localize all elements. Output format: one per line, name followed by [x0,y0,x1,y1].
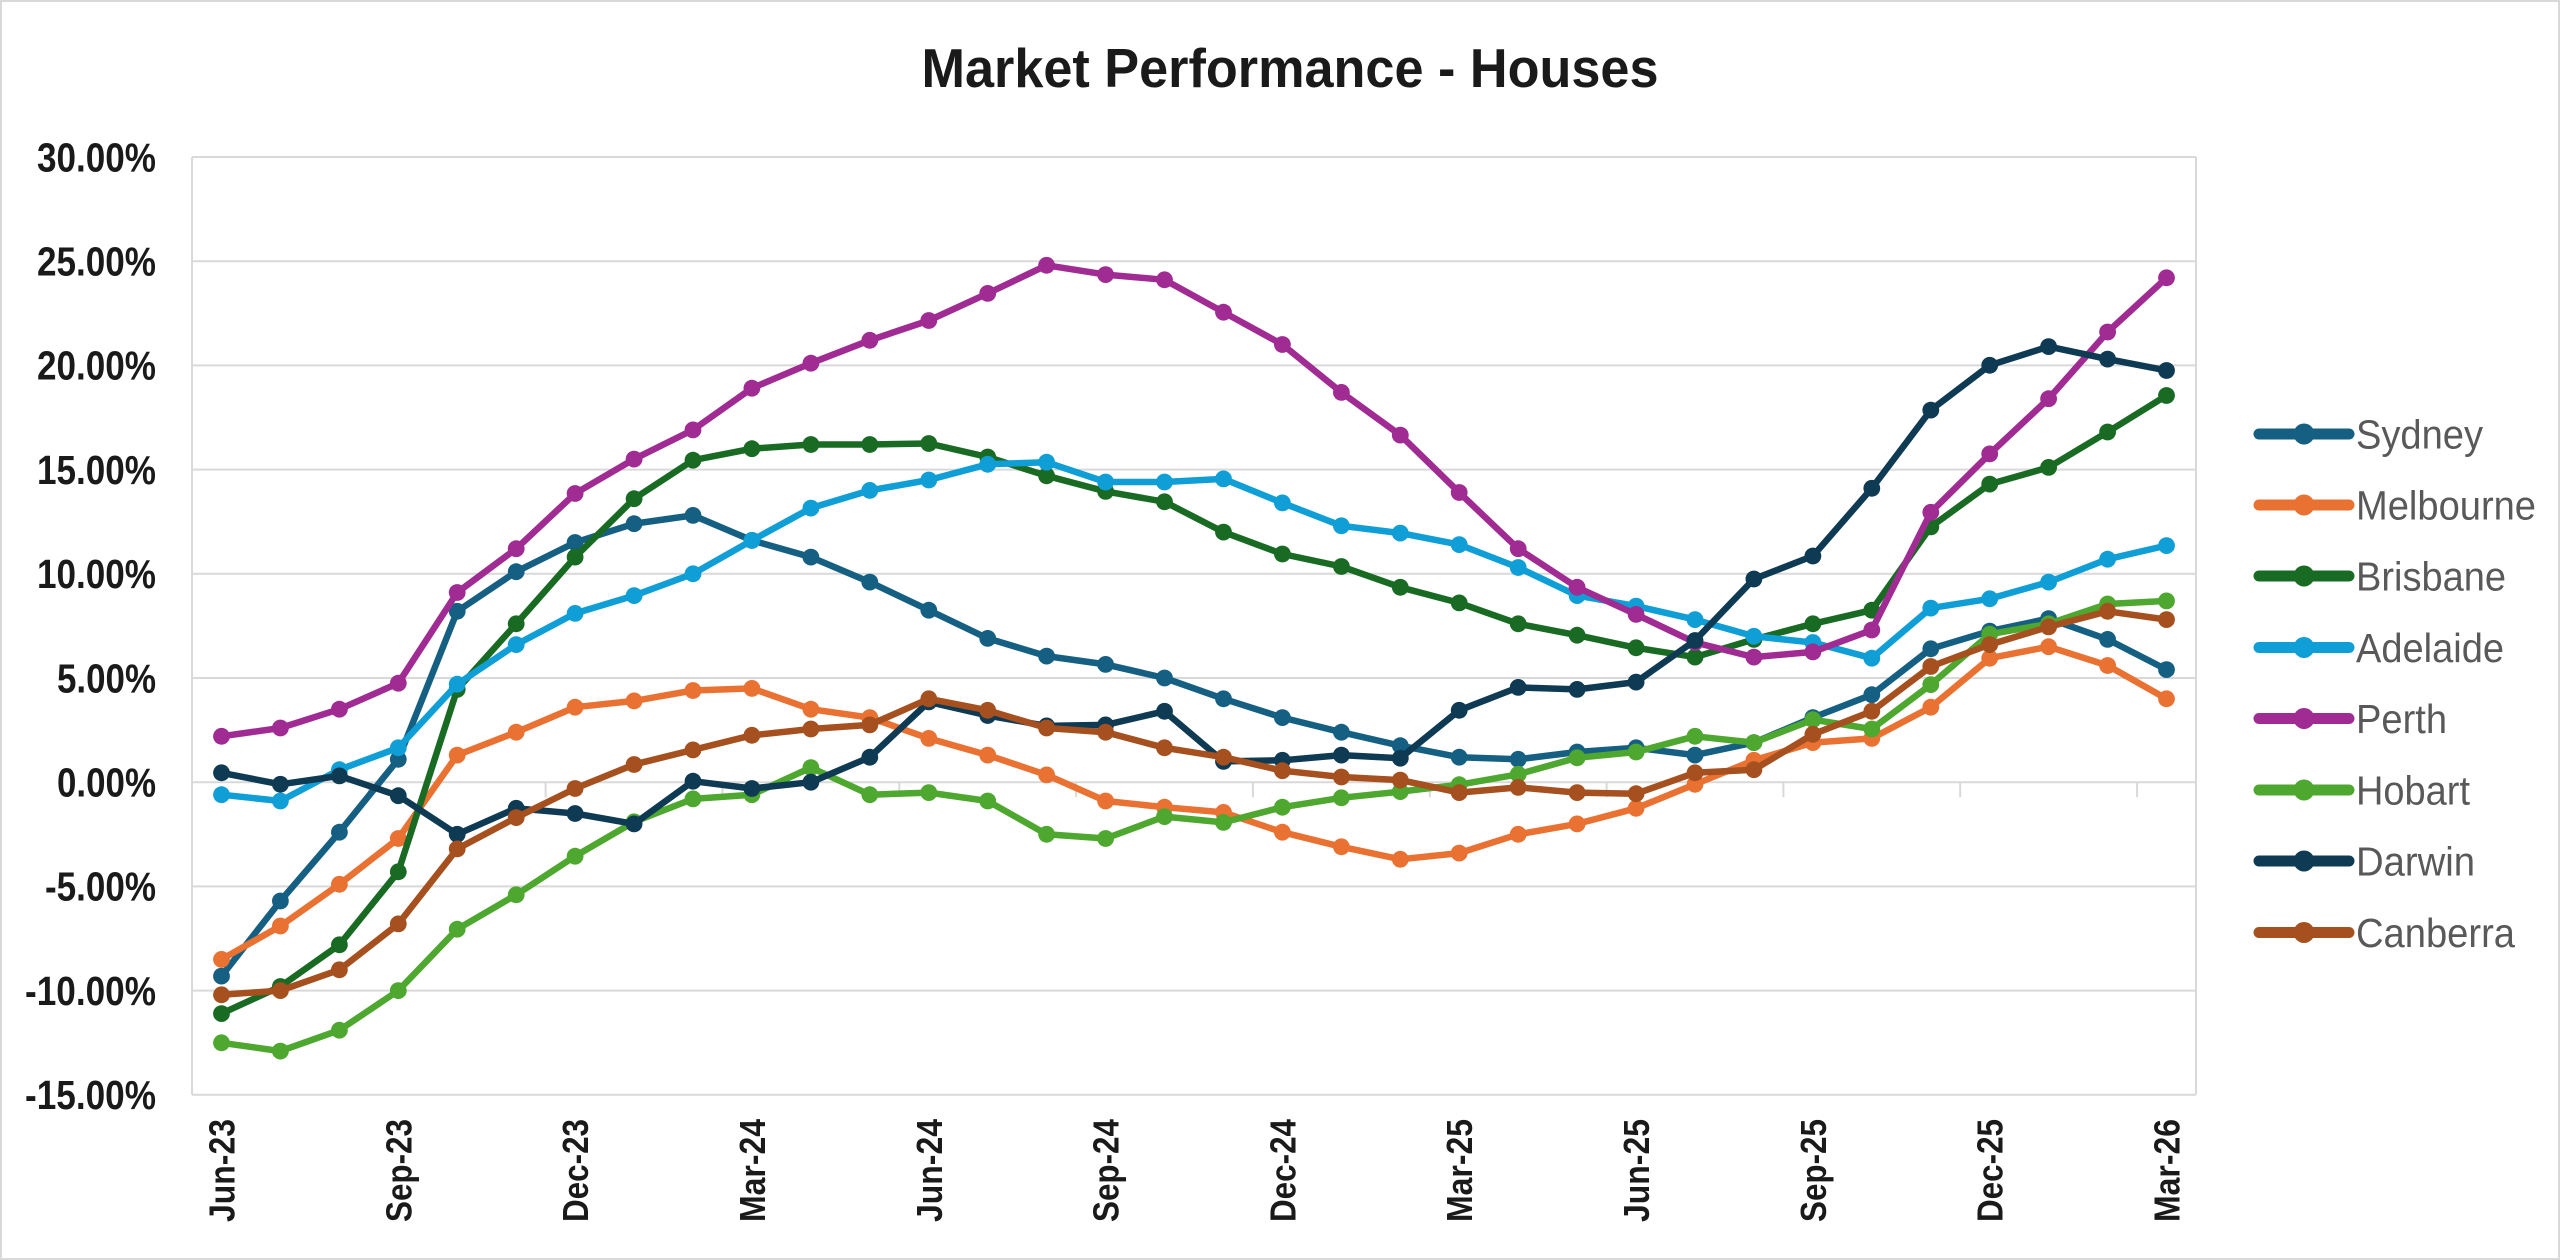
svg-text:30.00%: 30.00% [37,134,156,180]
svg-text:Dec-24: Dec-24 [1262,1119,1303,1222]
svg-text:Darwin: Darwin [2356,838,2475,884]
svg-text:Sep-23: Sep-23 [378,1119,419,1222]
svg-text:Canberra: Canberra [2356,910,2515,956]
svg-text:0.00%: 0.00% [57,760,156,806]
svg-text:Sep-24: Sep-24 [1086,1119,1127,1222]
svg-text:20.00%: 20.00% [37,343,156,389]
svg-text:25.00%: 25.00% [37,239,156,285]
svg-text:Mar-26: Mar-26 [2147,1119,2188,1222]
svg-text:Jun-24: Jun-24 [909,1119,950,1222]
svg-text:Mar-24: Mar-24 [732,1119,773,1222]
svg-text:-15.00%: -15.00% [25,1072,156,1118]
svg-text:10.00%: 10.00% [37,551,156,597]
svg-text:15.00%: 15.00% [37,447,156,493]
svg-text:Brisbane: Brisbane [2356,553,2506,599]
svg-text:Mar-25: Mar-25 [1439,1119,1480,1222]
svg-text:Jun-25: Jun-25 [1616,1119,1657,1222]
svg-text:Dec-23: Dec-23 [555,1119,596,1222]
svg-text:Market Performance - Houses: Market Performance - Houses [922,37,1659,99]
svg-text:-10.00%: -10.00% [25,968,156,1014]
svg-text:Melbourne: Melbourne [2356,482,2536,528]
svg-text:Sep-25: Sep-25 [1793,1119,1834,1222]
svg-text:Dec-25: Dec-25 [1970,1119,2011,1222]
svg-text:Perth: Perth [2356,696,2447,742]
svg-text:Hobart: Hobart [2356,767,2471,813]
svg-text:Sydney: Sydney [2356,411,2483,457]
svg-text:Adelaide: Adelaide [2356,625,2504,671]
svg-text:5.00%: 5.00% [57,655,156,701]
svg-text:-5.00%: -5.00% [45,864,156,910]
svg-text:Jun-23: Jun-23 [202,1119,243,1222]
